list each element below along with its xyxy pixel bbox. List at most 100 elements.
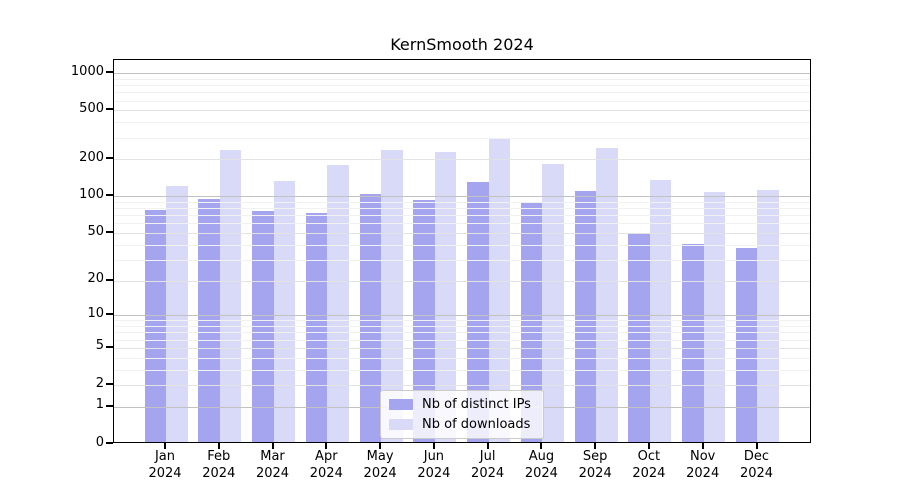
x-tick-mark (164, 443, 166, 449)
gridline-minor (114, 92, 810, 94)
x-tick-month: Mar (260, 449, 285, 464)
y-tick-mark (106, 383, 113, 385)
bar-distinct_ips-jul (467, 181, 489, 442)
x-tick-label-oct: Oct 2024 (617, 449, 681, 482)
x-tick-label-nov: Nov 2024 (671, 449, 735, 482)
x-tick-label-aug: Aug 2024 (509, 449, 573, 482)
chart-title: KernSmooth 2024 (390, 35, 534, 54)
gridline-minor (114, 122, 810, 124)
x-tick-label-feb: Feb 2024 (187, 449, 251, 482)
bar-downloads-jun (434, 152, 457, 442)
y-tick-mark (106, 194, 113, 197)
x-tick-year: 2024 (255, 465, 290, 481)
bar-downloads-apr (327, 164, 349, 442)
x-tick-month: Sep (582, 449, 608, 464)
gridline-minor (114, 100, 810, 102)
y-tick-label: 5 (95, 338, 104, 354)
y-tick-label: 500 (79, 100, 104, 116)
x-tick-year: 2024 (363, 465, 397, 481)
y-tick-label: 1 (95, 397, 104, 413)
bar-downloads-dec (757, 189, 779, 442)
x-tick-mark (432, 443, 435, 449)
x-tick-month: Aug (528, 449, 555, 464)
x-tick-month: Jan (154, 449, 176, 464)
y-tick-mark (106, 231, 113, 233)
bar-downloads-may (381, 149, 403, 442)
gridline-minor (114, 78, 810, 80)
y-tick-label: 10 (87, 305, 104, 321)
x-tick-label-apr: Apr 2024 (294, 449, 358, 482)
x-tick-month: Jul (479, 449, 496, 464)
x-tick-month: Nov (690, 449, 716, 464)
x-tick-year: 2024 (202, 465, 236, 481)
x-tick-mark (486, 443, 489, 449)
x-tick-mark (217, 443, 220, 449)
x-tick-label-may: May 2024 (348, 449, 412, 482)
x-tick-mark (379, 443, 382, 449)
bar-distinct_ips-sep (574, 191, 597, 442)
x-tick-label-jan: Jan 2024 (133, 449, 197, 482)
bar-downloads-jul (488, 138, 511, 442)
y-tick-mark (106, 157, 113, 160)
bar-downloads-oct (649, 180, 672, 442)
legend: Nb of distinct IPs Nb of downloads (380, 390, 544, 439)
y-tick-label: 100 (79, 186, 104, 202)
y-tick-mark (106, 313, 113, 316)
bar-downloads-jan (166, 186, 188, 442)
x-tick-mark (271, 443, 274, 449)
y-tick-label: 2 (95, 375, 104, 391)
x-tick-year: 2024 (148, 465, 182, 481)
x-tick-year: 2024 (417, 465, 451, 481)
y-tick-label: 200 (79, 149, 104, 165)
x-tick-label-jun: Jun 2024 (402, 449, 466, 482)
bar-distinct_ips-mar (252, 211, 274, 442)
bar-downloads-sep (596, 147, 618, 442)
x-tick-year: 2024 (739, 465, 774, 481)
bar-distinct_ips-oct (628, 233, 650, 442)
x-tick-label-dec: Dec 2024 (725, 449, 789, 482)
legend-swatch-distinct-ips (389, 399, 413, 410)
x-tick-month: Apr (315, 449, 338, 464)
x-tick-month: Dec (743, 449, 770, 464)
bar-distinct_ips-aug (520, 202, 543, 442)
x-tick-year: 2024 (686, 465, 720, 481)
legend-label: Nb of distinct IPs (422, 397, 531, 412)
x-tick-year: 2024 (632, 465, 666, 481)
x-tick-label-sep: Sep 2024 (563, 449, 627, 482)
bar-downloads-mar (273, 180, 296, 442)
x-tick-month: Feb (207, 449, 231, 464)
gridline-minor (114, 137, 810, 139)
plot-area (113, 59, 811, 443)
x-tick-label-jul: Jul 2024 (456, 449, 520, 482)
x-tick-mark (701, 443, 704, 449)
y-tick-mark (106, 278, 113, 281)
bar-distinct_ips-feb (198, 199, 220, 442)
x-tick-label-mar: Mar 2024 (241, 449, 305, 482)
legend-label: Nb of downloads (422, 417, 531, 432)
y-tick-label: 0 (95, 434, 104, 450)
legend-item-distinct-ips: Nb of distinct IPs (389, 397, 531, 412)
bar-downloads-aug (542, 163, 564, 442)
x-tick-year: 2024 (578, 465, 612, 481)
x-tick-mark (325, 443, 328, 449)
y-tick-mark (106, 71, 113, 74)
bar-distinct_ips-apr (305, 212, 328, 442)
x-tick-month: May (366, 449, 394, 464)
x-tick-month: Oct (637, 449, 661, 464)
legend-item-downloads: Nb of downloads (389, 417, 531, 432)
bar-downloads-nov (703, 192, 726, 442)
bar-distinct_ips-nov (682, 244, 704, 442)
gridline-major (114, 73, 810, 75)
y-tick-mark (106, 345, 113, 348)
x-tick-year: 2024 (471, 465, 505, 481)
y-tick-mark (106, 108, 113, 111)
x-tick-mark (647, 443, 650, 449)
x-tick-year: 2024 (309, 465, 343, 481)
x-tick-month: Jun (423, 449, 445, 464)
bar-distinct_ips-may (359, 193, 382, 442)
bar-distinct_ips-dec (735, 248, 758, 442)
x-tick-mark (594, 443, 597, 449)
gridline-mid (114, 159, 810, 161)
bar-downloads-feb (219, 149, 242, 442)
